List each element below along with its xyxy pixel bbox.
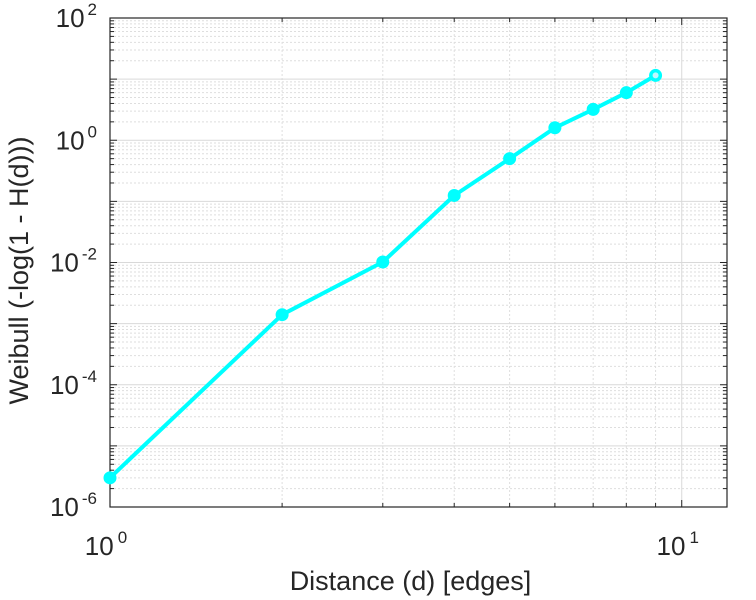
data-point [548,121,562,135]
y-tick-label: 10 0 [56,122,97,155]
data-point [586,102,600,116]
data-point [103,471,117,485]
y-tick-label: 10 -2 [50,245,97,278]
y-tick-label: 10 2 [56,0,97,33]
data-point-center [652,72,659,79]
tick-marks [109,17,727,508]
data-point [376,255,390,269]
x-tick-labels: 10 0 10 1 [85,528,699,561]
x-axis-label: Distance (d) [edges] [290,566,532,596]
series-layer [103,68,663,485]
x-tick-label: 10 0 [85,528,127,561]
y-tick-label: 10 -6 [50,489,97,522]
data-point [619,86,633,100]
x-tick-label: 10 1 [657,528,699,561]
grid [109,17,727,508]
y-tick-label: 10 -4 [50,367,97,400]
data-point [503,152,517,166]
data-point [275,308,289,322]
data-point [447,188,461,202]
y-axis-label: Weibull (-log(1 - H(d))) [4,136,34,404]
